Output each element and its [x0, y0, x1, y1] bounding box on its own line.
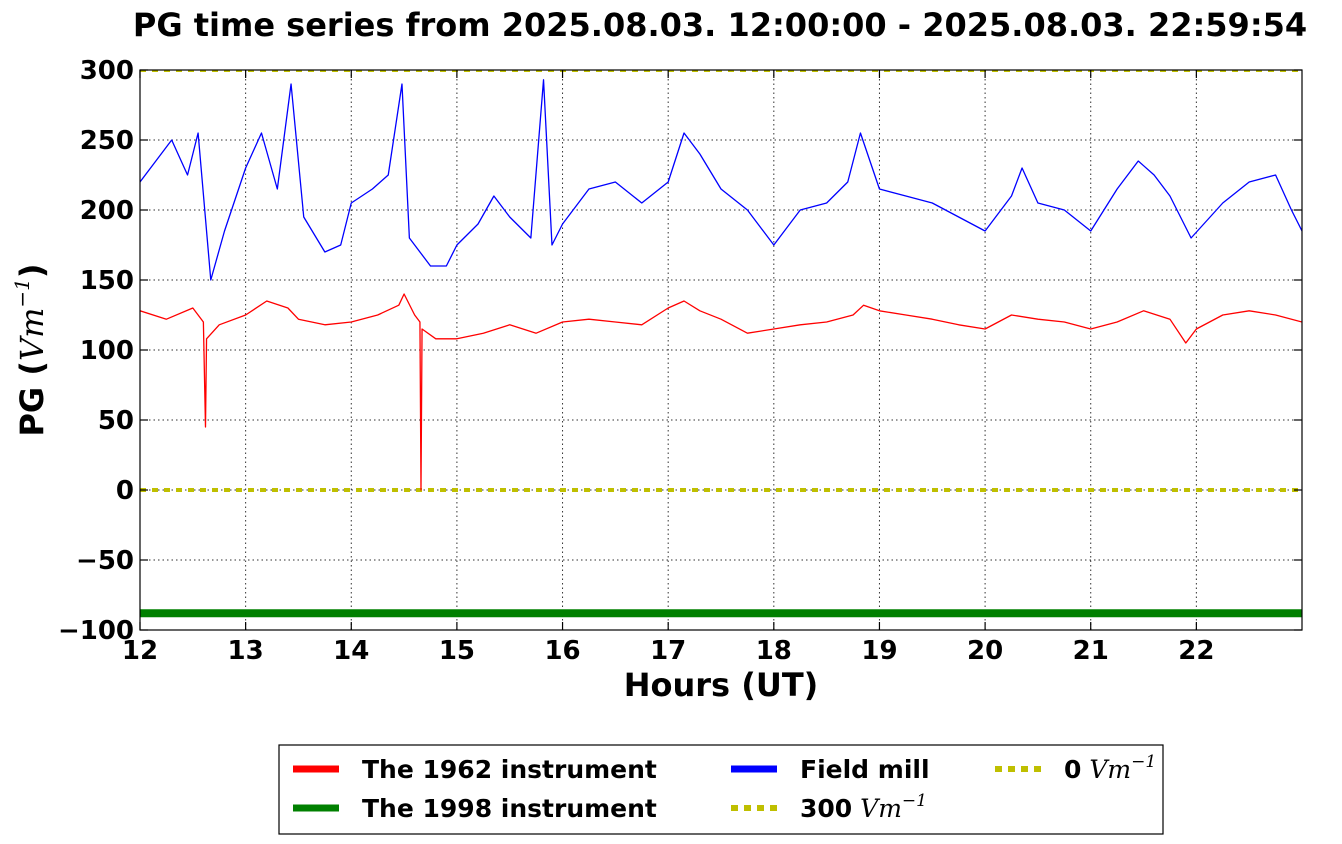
legend-box	[278, 744, 1164, 835]
x-tick-label: 19	[861, 636, 897, 666]
x-tick-label: 18	[756, 636, 792, 666]
series-line	[140, 293, 1302, 491]
x-tick-labels: 12 13 14 15 16 17 18 19 20 21 22	[122, 636, 1215, 666]
svg-text:PG (Vm−1): PG (Vm−1)	[10, 263, 51, 436]
legend-item: 0 Vm−1	[995, 752, 1156, 784]
legend-item: 300 Vm−1	[731, 791, 927, 823]
legend-label: 0 Vm−1	[1064, 752, 1156, 784]
x-tick-label: 20	[967, 636, 1003, 666]
x-tick-label: 21	[1073, 636, 1109, 666]
x-tick-label: 15	[439, 636, 475, 666]
x-tick-label: 16	[544, 636, 580, 666]
y-tick-label: 250	[80, 126, 134, 156]
chart-title: PG time series from 2025.08.03. 12:00:00…	[133, 6, 1307, 44]
y-axis-title-unit: Vm	[13, 308, 51, 361]
y-axis-title: PG (Vm−1)	[10, 263, 51, 436]
grid	[139, 69, 1302, 631]
x-tick-label: 12	[122, 636, 158, 666]
x-tick-label: 17	[650, 636, 686, 666]
y-tick-label: 150	[80, 266, 134, 296]
y-tick-label: 0	[116, 476, 134, 506]
x-tick-label: 13	[228, 636, 264, 666]
y-tick-label: 100	[80, 336, 134, 366]
legend-label: 300 Vm−1	[800, 791, 927, 823]
legend-item: Field mill	[731, 755, 930, 784]
legend-label: The 1962 instrument	[362, 755, 657, 784]
x-tick-label: 14	[333, 636, 369, 666]
legend: The 1962 instrument The 1998 instrument Fi…	[278, 744, 1164, 835]
x-tick-label: 22	[1178, 636, 1214, 666]
y-axis-title-suffix: )	[13, 263, 51, 278]
y-axis-title-exp: −1	[10, 278, 34, 307]
y-axis-title-prefix: PG (	[13, 361, 51, 436]
y-tick-label: 300	[80, 56, 134, 86]
x-axis-title: Hours (UT)	[624, 666, 819, 704]
series-layer	[140, 70, 1302, 618]
y-tick-label: 200	[80, 196, 134, 226]
y-tick-label: −50	[76, 546, 134, 576]
series-line	[140, 79, 1302, 281]
y-tick-labels: 300 250 200 150 100 50 0 −50 −100	[58, 56, 134, 646]
legend-label: Field mill	[800, 755, 930, 784]
legend-item: The 1962 instrument	[293, 755, 657, 784]
legend-item: The 1998 instrument	[293, 794, 657, 823]
y-tick-label: −100	[58, 616, 134, 646]
y-tick-label: 50	[98, 406, 134, 436]
legend-label: The 1998 instrument	[362, 794, 657, 823]
ticks	[139, 69, 1302, 631]
